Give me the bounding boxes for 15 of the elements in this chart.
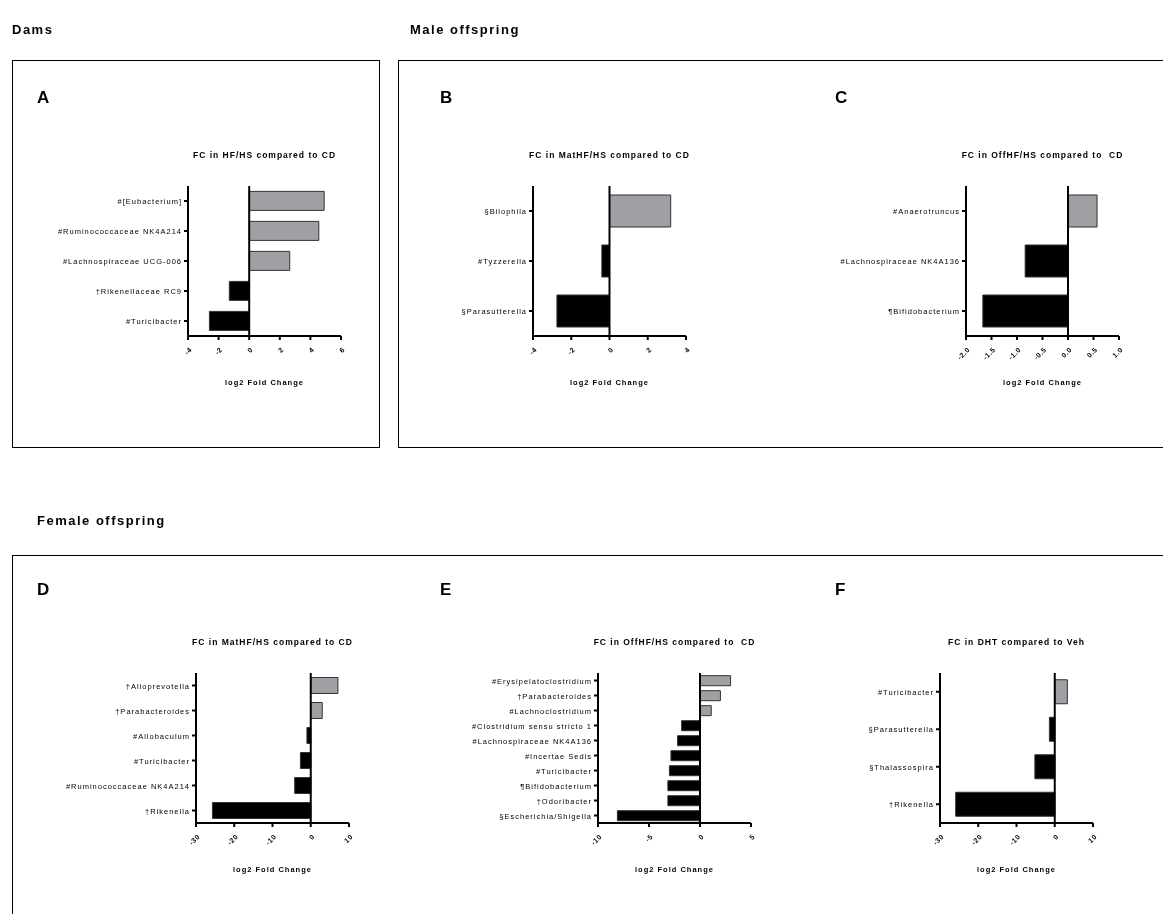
text: D bbox=[37, 580, 50, 600]
chart-title: FC in OffHF/HS compared to CD bbox=[960, 150, 1125, 160]
text: A bbox=[37, 88, 50, 108]
chart-title: FC in HF/HS compared to CD bbox=[191, 150, 338, 160]
text: Female offspring bbox=[37, 513, 166, 528]
chart-title: FC in OffHF/HS compared to CD bbox=[592, 637, 757, 647]
chart-title: FC in MatHF/HS compared to CD bbox=[528, 150, 691, 160]
text: Dams bbox=[12, 22, 54, 37]
chart-title: FC in MatHF/HS compared to CD bbox=[191, 637, 354, 647]
text: Male offspring bbox=[410, 22, 520, 37]
text: B bbox=[440, 88, 453, 108]
text: E bbox=[440, 580, 452, 600]
chart-title: FC in DHT compared to Veh bbox=[947, 637, 1086, 647]
text: F bbox=[835, 580, 846, 600]
text: C bbox=[835, 88, 848, 108]
